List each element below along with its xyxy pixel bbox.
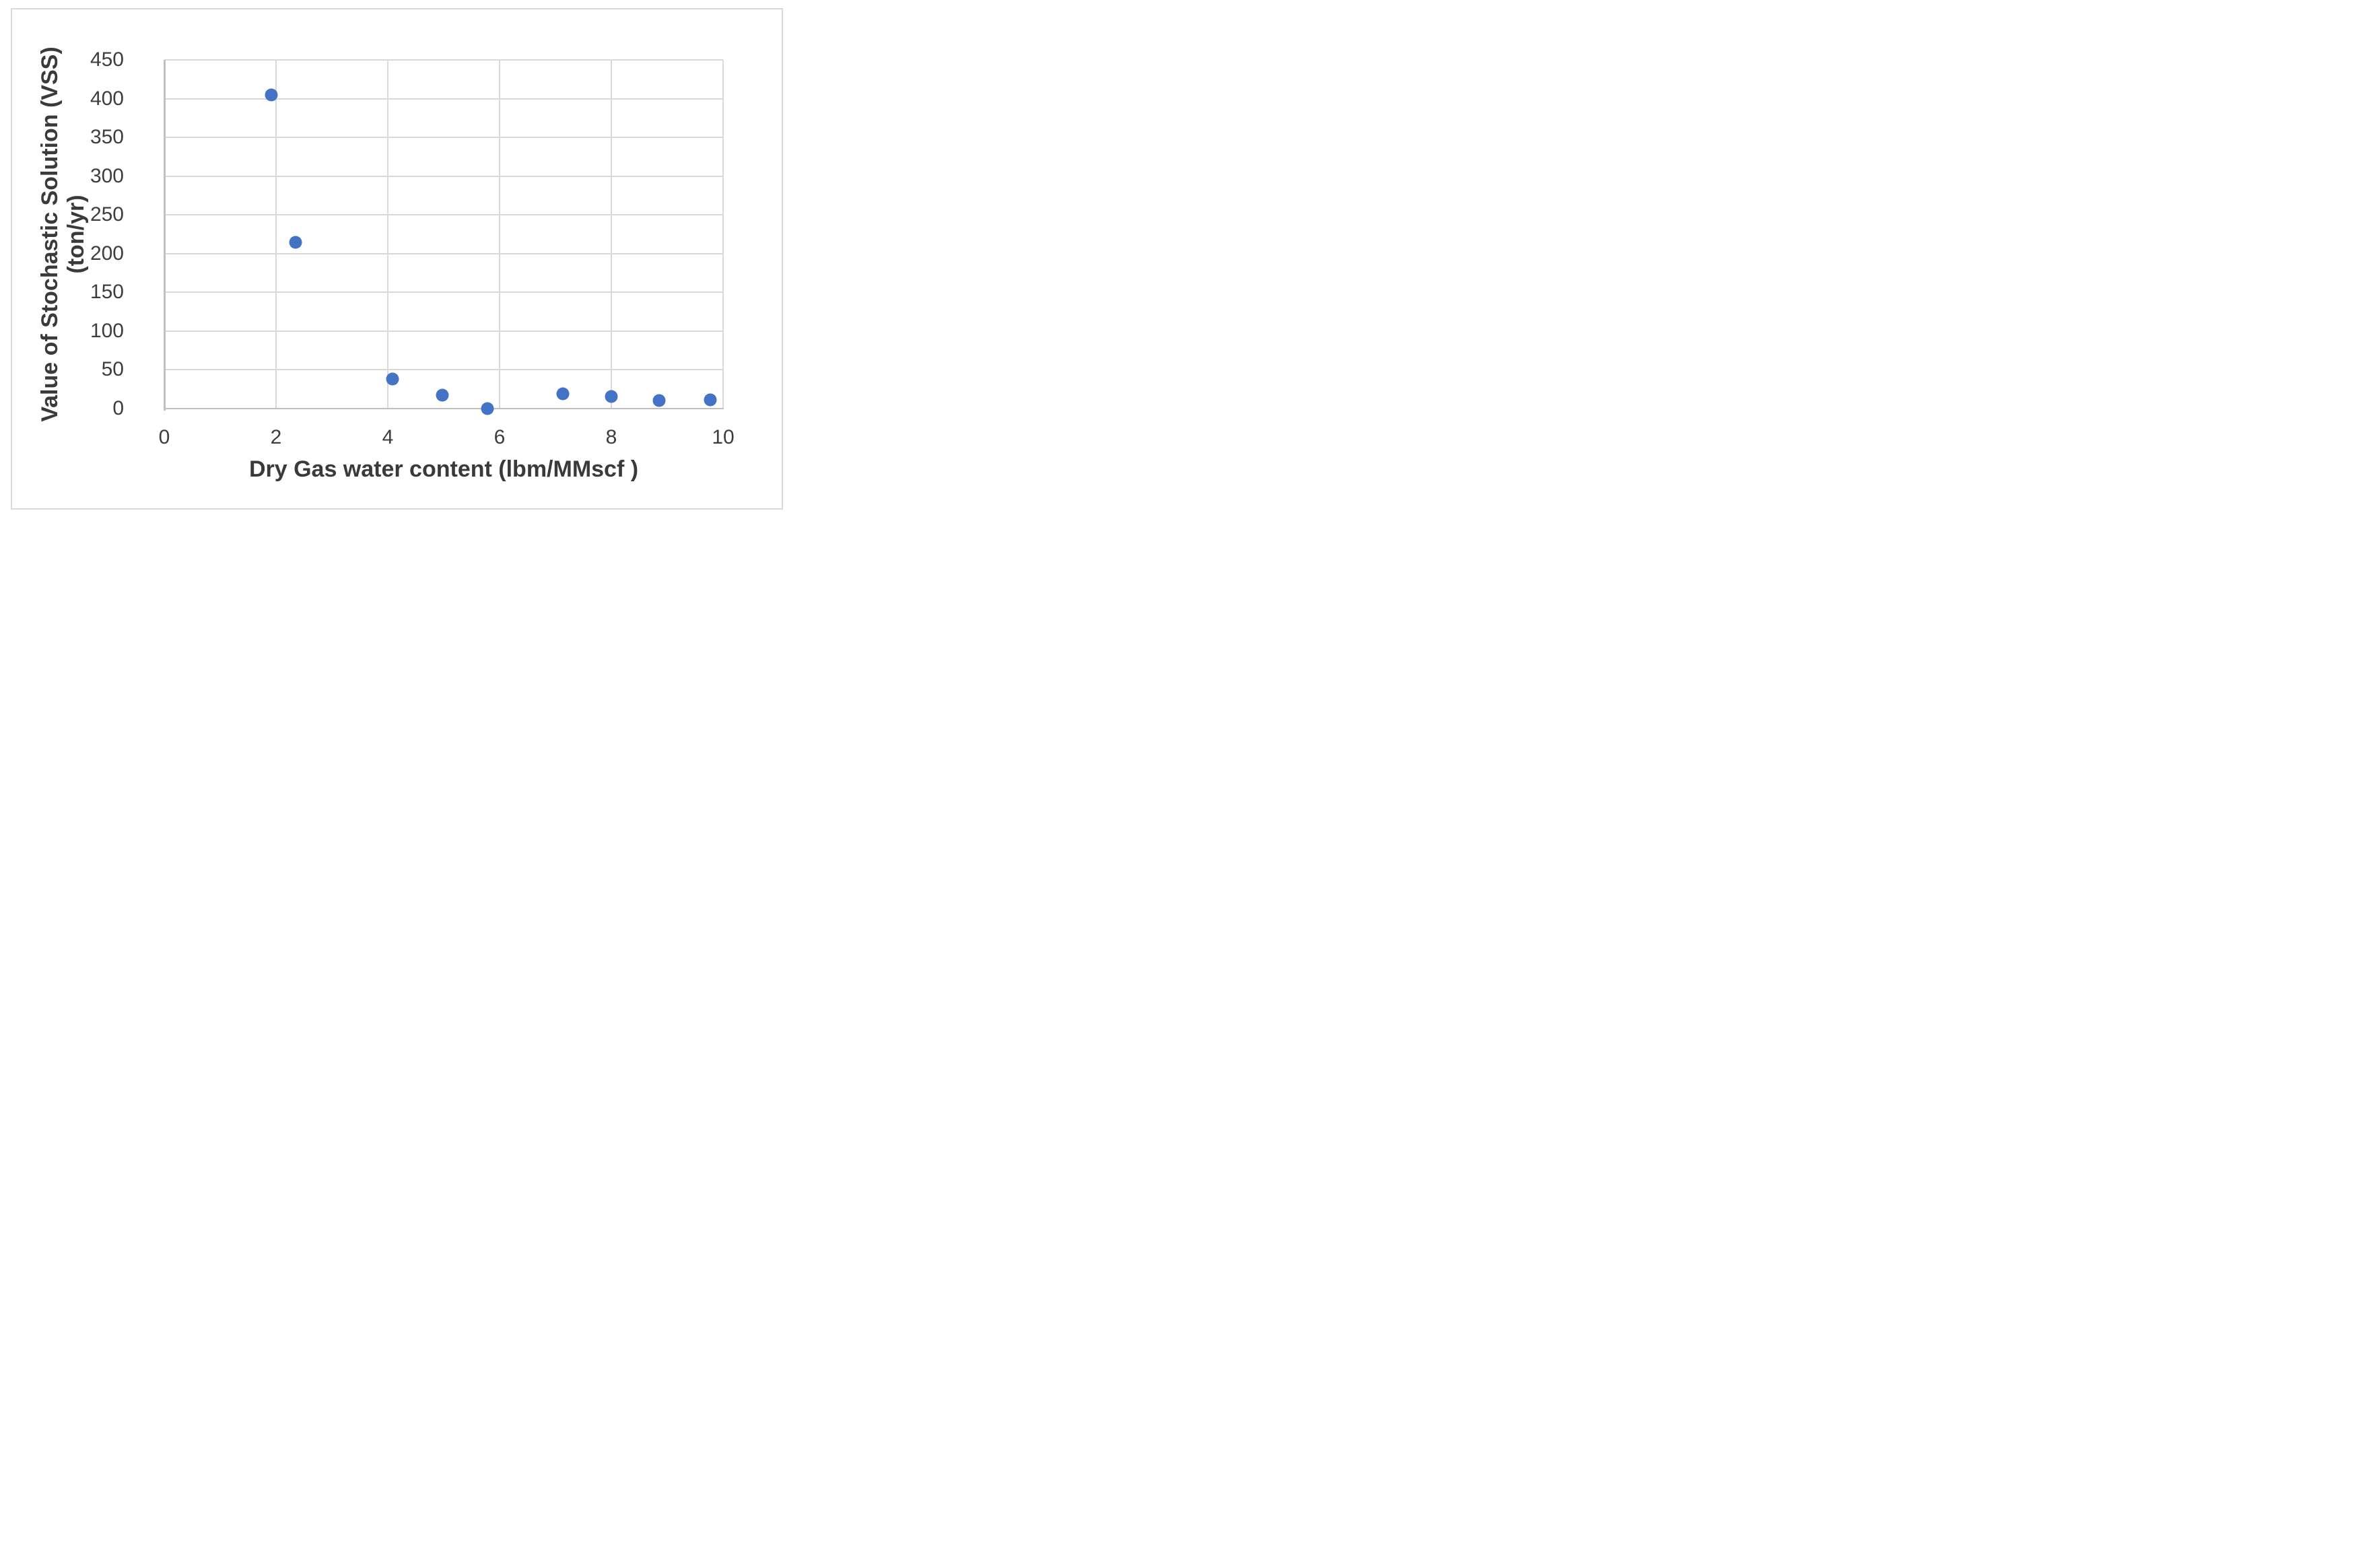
h-gridline: [164, 59, 723, 61]
chart-canvas: Value of Stochastic Solution (VSS) (ton/…: [0, 0, 793, 519]
x-tick-label: 4: [382, 426, 394, 448]
v-gridline: [275, 60, 277, 409]
data-point: [289, 236, 302, 248]
h-gridline: [164, 330, 723, 332]
y-tick-label: 300: [90, 164, 124, 187]
x-axis-title: Dry Gas water content (lbm/MMscf ): [248, 456, 639, 482]
h-gridline: [164, 252, 723, 254]
data-point: [605, 390, 618, 403]
x-tick-label: 6: [494, 426, 506, 448]
x-tick-label: 10: [712, 426, 735, 448]
x-tick-label: 8: [605, 426, 617, 448]
y-tick-label: 100: [90, 319, 124, 342]
y-tick-label: 50: [101, 358, 124, 381]
y-tick-label: 0: [112, 397, 124, 419]
x-tick-label: 0: [158, 426, 170, 448]
data-point: [704, 393, 717, 407]
h-gridline: [164, 137, 723, 139]
v-gridline: [499, 60, 500, 409]
data-point: [652, 394, 666, 407]
v-gridline: [722, 60, 724, 409]
y-tick-label: 250: [90, 203, 124, 226]
y-tick-label: 400: [90, 87, 124, 110]
x-axis-line: [164, 407, 724, 409]
data-point: [265, 88, 278, 102]
data-point: [481, 402, 494, 415]
h-gridline: [164, 369, 723, 371]
h-gridline: [164, 175, 723, 177]
y-tick-label: 350: [90, 126, 124, 149]
data-point: [386, 372, 399, 386]
v-gridline: [611, 60, 612, 409]
h-gridline: [164, 98, 723, 100]
y-tick-label: 200: [90, 242, 124, 265]
figure-frame: [11, 8, 783, 510]
h-gridline: [164, 291, 723, 293]
data-point: [436, 388, 449, 402]
x-tick-label: 2: [270, 426, 282, 448]
data-point: [556, 387, 570, 401]
h-gridline: [164, 214, 723, 216]
plot-area: [164, 59, 724, 415]
v-gridline: [387, 60, 388, 409]
y-axis-line: [164, 60, 166, 411]
y-tick-label: 150: [90, 281, 124, 304]
y-tick-label: 450: [90, 48, 124, 71]
